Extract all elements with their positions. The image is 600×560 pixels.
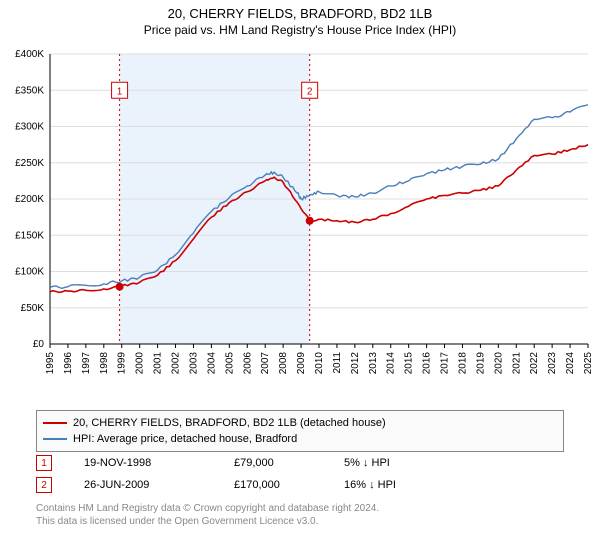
event-price: £170,000 (234, 479, 344, 491)
line-chart-svg: £0 £50K £100K £150K £200K £250K £300K £350K £400… (0, 44, 600, 404)
event-row: 2 26-JUN-2009£170,00016% ↓ HPI (36, 474, 564, 496)
svg-text:2022: 2022 (529, 352, 540, 375)
legend-label: HPI: Average price, detached house, Brad… (73, 433, 297, 445)
svg-text:1996: 1996 (63, 352, 74, 375)
svg-text:2013: 2013 (368, 352, 379, 375)
svg-text:2023: 2023 (547, 352, 558, 375)
chart-subtitle: Price paid vs. HM Land Registry's House … (0, 21, 600, 41)
svg-text:2008: 2008 (278, 352, 289, 375)
legend-row: 20, CHERRY FIELDS, BRADFORD, BD2 1LB (de… (43, 415, 557, 431)
svg-text:1997: 1997 (81, 352, 92, 375)
event-row: 1 19-NOV-1998£79,0005% ↓ HPI (36, 452, 564, 474)
footer-attribution: Contains HM Land Registry data © Crown c… (36, 502, 564, 528)
svg-text:£100K: £100K (15, 267, 44, 278)
svg-text:1999: 1999 (117, 352, 128, 375)
svg-text:£200K: £200K (15, 194, 44, 205)
svg-text:£400K: £400K (15, 49, 44, 60)
svg-text:1: 1 (117, 86, 123, 97)
event-date: 19-NOV-1998 (84, 457, 234, 469)
svg-text:2005: 2005 (224, 352, 235, 375)
svg-text:2015: 2015 (404, 352, 415, 375)
svg-text:2004: 2004 (206, 352, 217, 375)
legend-row: HPI: Average price, detached house, Brad… (43, 431, 557, 447)
legend-swatch (43, 422, 67, 424)
event-price: £79,000 (234, 457, 344, 469)
svg-text:2006: 2006 (242, 352, 253, 375)
svg-text:1998: 1998 (99, 352, 110, 375)
svg-text:£300K: £300K (15, 122, 44, 133)
svg-text:2010: 2010 (314, 352, 325, 375)
svg-text:2014: 2014 (386, 352, 397, 375)
svg-text:2019: 2019 (475, 352, 486, 375)
svg-text:2000: 2000 (135, 352, 146, 375)
svg-text:2024: 2024 (565, 352, 576, 375)
event-badge: 1 (36, 455, 52, 471)
chart-container: 20, CHERRY FIELDS, BRADFORD, BD2 1LB Pri… (0, 0, 600, 560)
svg-text:2002: 2002 (171, 352, 182, 375)
event-hpi-delta: 16% ↓ HPI (344, 479, 464, 491)
footer-line-1: Contains HM Land Registry data © Crown c… (36, 502, 564, 515)
event-list: 1 19-NOV-1998£79,0005% ↓ HPI 2 26-JUN-2009£… (36, 452, 564, 496)
legend-label: 20, CHERRY FIELDS, BRADFORD, BD2 1LB (de… (73, 417, 386, 429)
svg-text:2020: 2020 (493, 352, 504, 375)
svg-text:£350K: £350K (15, 85, 44, 96)
svg-text:£50K: £50K (21, 303, 45, 314)
svg-text:2: 2 (307, 86, 313, 97)
svg-text:£150K: £150K (15, 230, 44, 241)
svg-text:2018: 2018 (457, 352, 468, 375)
event-badge: 2 (36, 477, 52, 493)
svg-text:2017: 2017 (440, 352, 451, 375)
event-date: 26-JUN-2009 (84, 479, 234, 491)
chart-title: 20, CHERRY FIELDS, BRADFORD, BD2 1LB (0, 0, 600, 21)
svg-text:2011: 2011 (332, 352, 343, 374)
svg-text:2012: 2012 (350, 352, 361, 375)
svg-text:£0: £0 (33, 339, 45, 350)
svg-text:2009: 2009 (296, 352, 307, 375)
legend-box: 20, CHERRY FIELDS, BRADFORD, BD2 1LB (de… (36, 410, 564, 452)
event-hpi-delta: 5% ↓ HPI (344, 457, 464, 469)
footer-line-2: This data is licensed under the Open Gov… (36, 515, 564, 528)
svg-text:2016: 2016 (422, 352, 433, 375)
svg-text:2007: 2007 (260, 352, 271, 375)
legend-swatch (43, 438, 67, 440)
svg-text:2001: 2001 (153, 352, 164, 375)
chart-area: £0 £50K £100K £150K £200K £250K £300K £350K £400… (0, 44, 600, 404)
svg-text:£250K: £250K (15, 158, 44, 169)
svg-text:2025: 2025 (583, 352, 594, 375)
svg-text:2003: 2003 (188, 352, 199, 375)
svg-text:1995: 1995 (45, 352, 56, 375)
svg-text:2021: 2021 (511, 352, 522, 375)
